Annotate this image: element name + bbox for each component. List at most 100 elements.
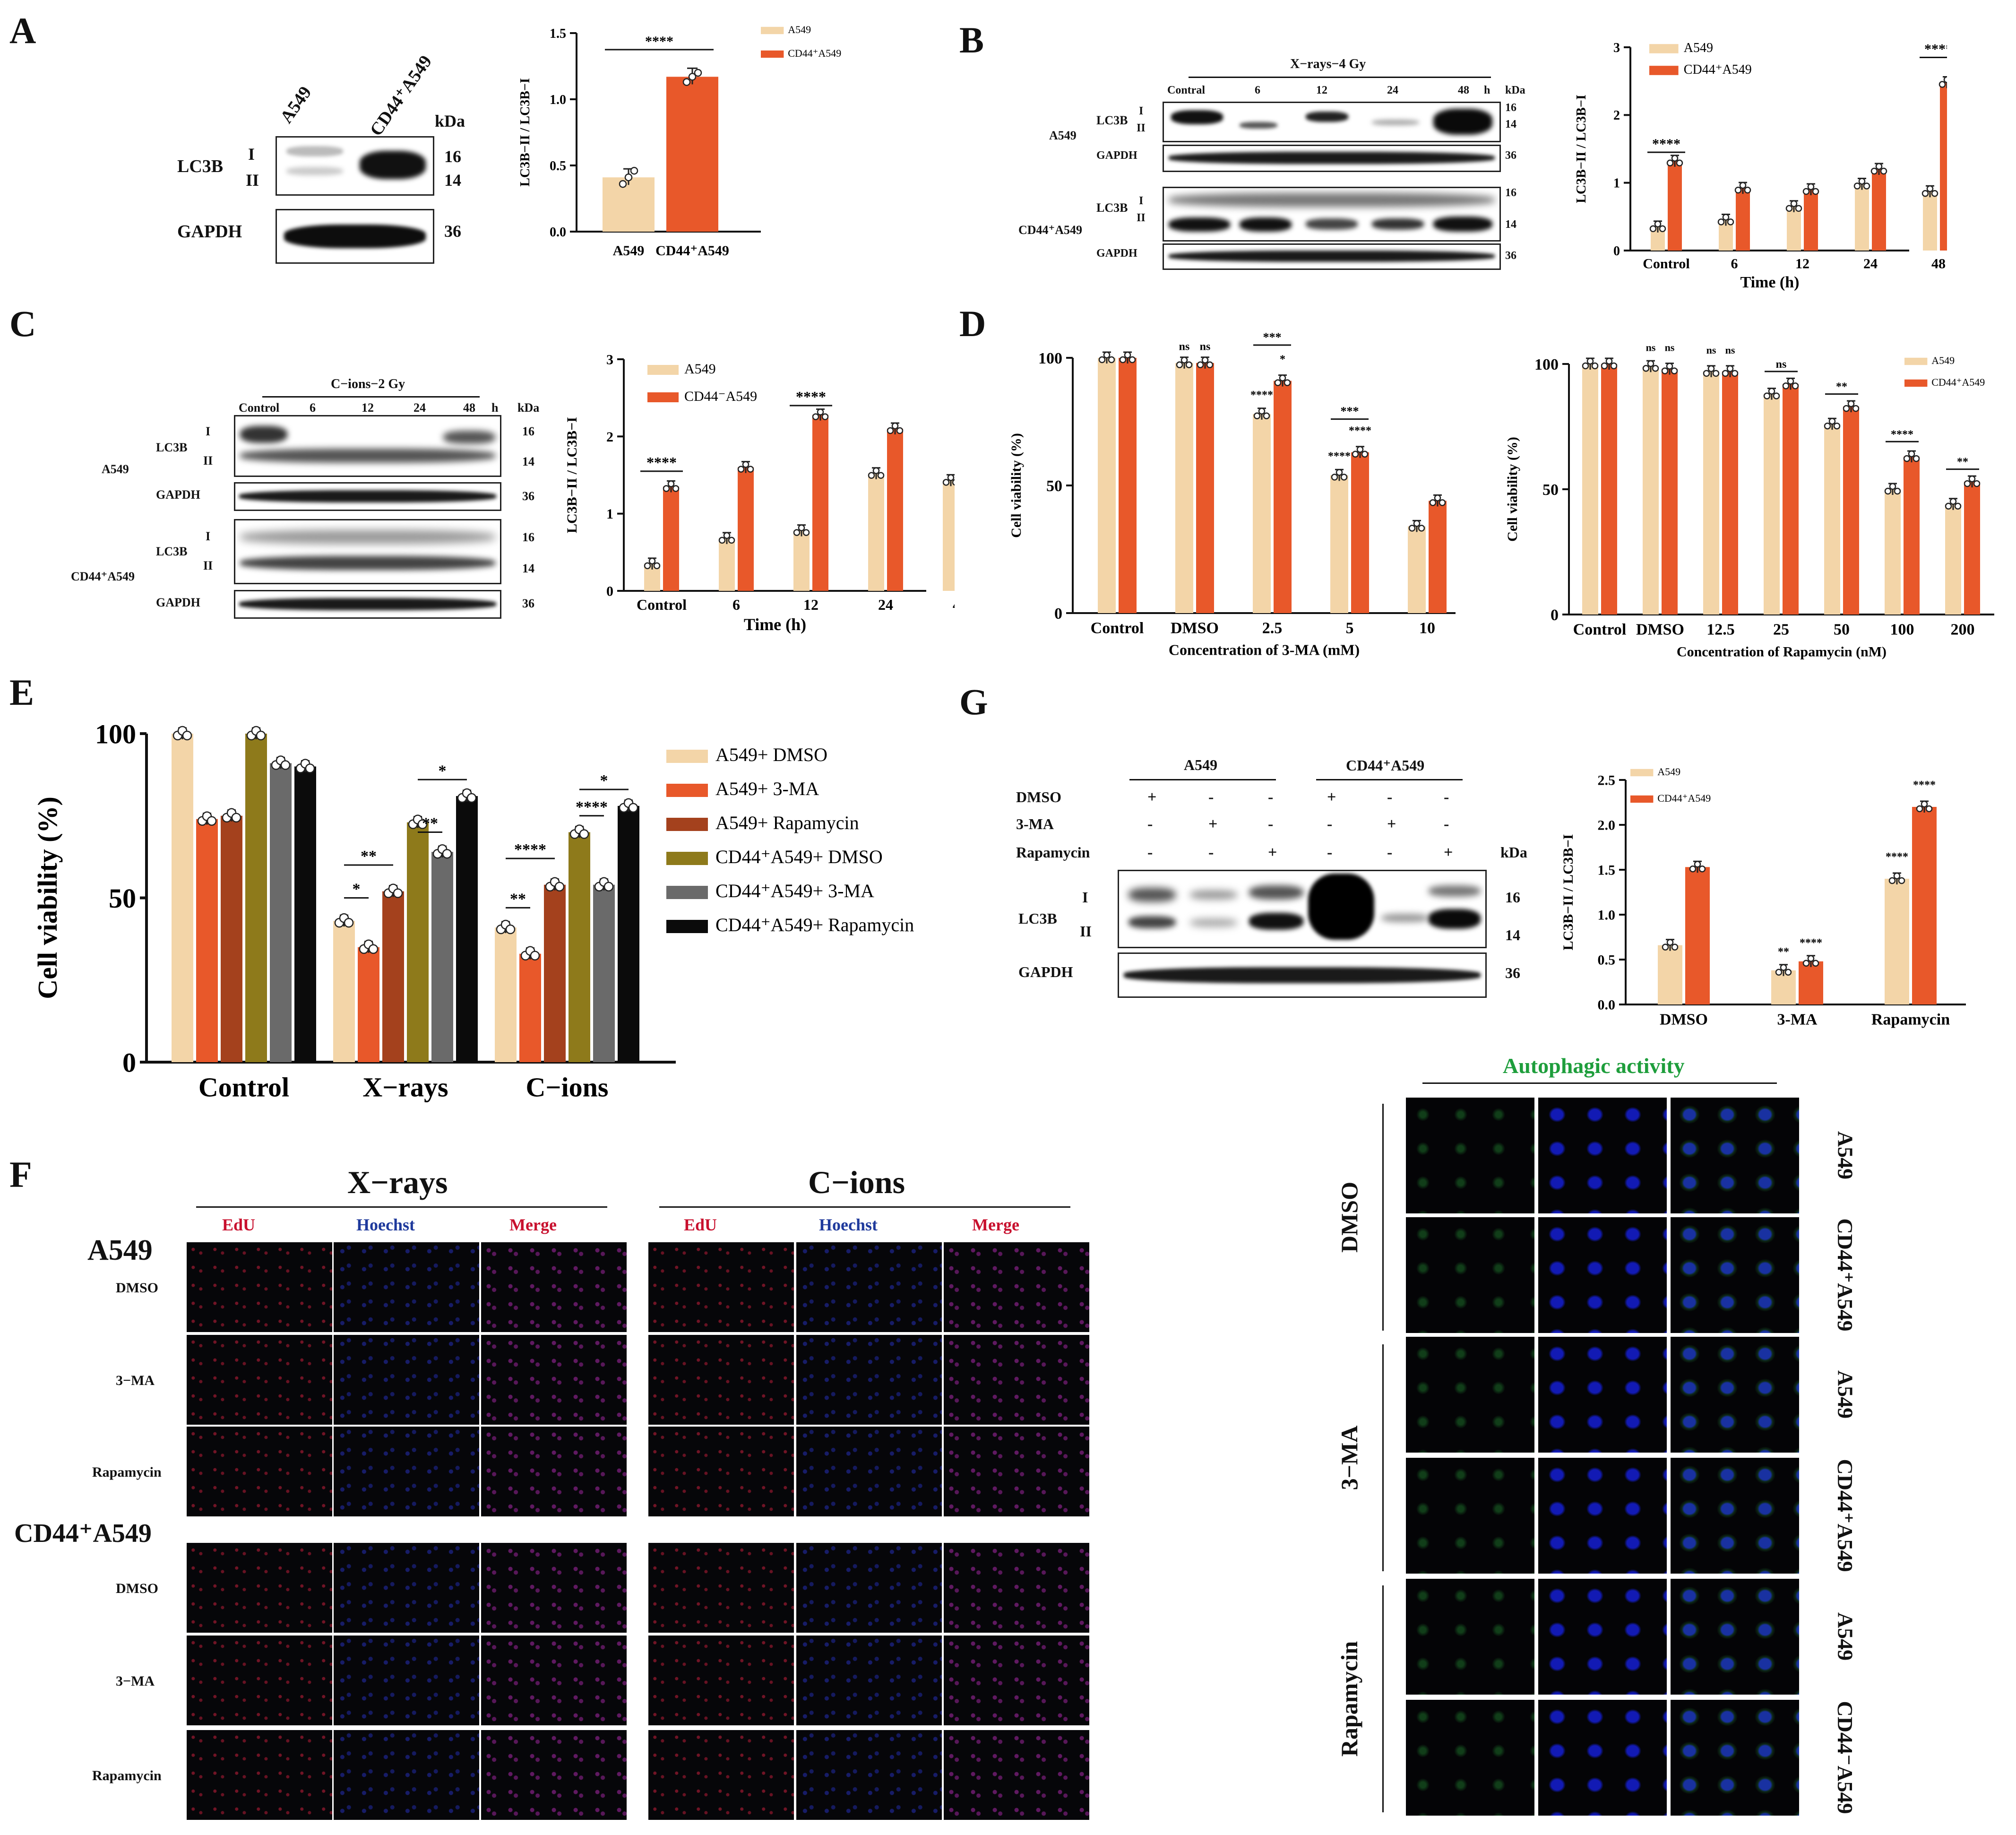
panel-letter-f: F bbox=[9, 1154, 32, 1195]
data-point bbox=[1185, 361, 1193, 369]
significance-label: ns bbox=[1646, 342, 1656, 354]
data-point bbox=[1739, 182, 1747, 189]
cell-line-label: CD44⁺A549 bbox=[1833, 1218, 1857, 1332]
significance-label: * bbox=[439, 762, 447, 779]
significance-label: **** bbox=[1652, 136, 1680, 152]
legend-label: CD44⁺A549 bbox=[788, 47, 841, 59]
kda-16: 16 bbox=[1505, 889, 1520, 906]
micrograph bbox=[944, 1730, 1089, 1820]
x-tick-label: DMSO bbox=[1636, 621, 1684, 639]
data-point bbox=[393, 888, 403, 898]
data-point bbox=[256, 730, 266, 741]
significance-label: ** bbox=[510, 890, 526, 908]
bar bbox=[294, 766, 316, 1062]
gapdh-label: GAPDH bbox=[177, 222, 242, 242]
treatment-mark: + bbox=[1147, 788, 1157, 806]
data-point bbox=[1671, 943, 1679, 951]
kda-36: 36 bbox=[444, 222, 461, 241]
micrograph bbox=[796, 1543, 942, 1633]
lane-label: 24 bbox=[414, 401, 426, 415]
confocal-image bbox=[1538, 1579, 1667, 1695]
data-point bbox=[1802, 960, 1810, 967]
bar bbox=[1771, 970, 1796, 1004]
legend-label: A549 bbox=[1931, 355, 1955, 366]
bar bbox=[593, 884, 615, 1062]
data-point bbox=[1180, 356, 1188, 364]
data-point bbox=[1201, 356, 1209, 364]
channel-label: EdU bbox=[683, 1215, 717, 1234]
significance-label: * bbox=[353, 881, 361, 898]
data-point bbox=[1649, 225, 1657, 233]
confocal-image bbox=[1406, 1458, 1534, 1574]
legend-swatch bbox=[647, 392, 679, 402]
y-axis-title: LC3B−II / LC3B−I bbox=[1560, 834, 1576, 951]
group-rule bbox=[1129, 779, 1276, 780]
panel-letter-e: E bbox=[9, 672, 34, 713]
gapdh-label: GAPDH bbox=[156, 488, 200, 502]
bar bbox=[793, 530, 810, 591]
legend-swatch bbox=[666, 920, 708, 933]
legend-swatch bbox=[666, 886, 708, 899]
data-point bbox=[1925, 805, 1933, 813]
roman-ii: II bbox=[1080, 923, 1092, 940]
gapdh-label: GAPDH bbox=[156, 596, 200, 609]
confocal-image bbox=[1406, 1098, 1534, 1213]
treatment-label: 3−MA bbox=[116, 1373, 155, 1388]
data-point bbox=[579, 829, 589, 839]
treatment-mark: - bbox=[1208, 844, 1214, 861]
significance-label: *** bbox=[1263, 330, 1282, 344]
micrograph bbox=[334, 1427, 479, 1516]
data-point bbox=[1722, 370, 1729, 377]
data-point bbox=[896, 427, 904, 434]
data-point bbox=[1807, 183, 1815, 190]
data-point bbox=[1206, 361, 1214, 369]
bar bbox=[1945, 504, 1961, 615]
data-point bbox=[1945, 502, 1952, 510]
data-point bbox=[466, 793, 477, 803]
protein-label: LC3B bbox=[1018, 910, 1057, 927]
significance-label: ns bbox=[1725, 344, 1735, 356]
data-point bbox=[554, 882, 565, 892]
micrograph bbox=[796, 1636, 942, 1725]
gapdh-label: GAPDH bbox=[1018, 963, 1073, 980]
x-tick-label: 24 bbox=[878, 596, 893, 613]
y-tick-label: 50 bbox=[109, 883, 136, 914]
channel-label: Hoechst bbox=[356, 1215, 415, 1234]
data-point bbox=[207, 816, 217, 826]
data-point bbox=[1938, 81, 1946, 88]
data-point bbox=[1903, 455, 1911, 462]
legend-swatch bbox=[666, 750, 708, 763]
data-point bbox=[1671, 155, 1679, 162]
bar bbox=[1685, 867, 1710, 1004]
treatment-label: Rapamycin bbox=[92, 1768, 162, 1783]
data-point bbox=[817, 408, 824, 415]
y-tick-label: 0 bbox=[1613, 244, 1620, 259]
data-point bbox=[1666, 159, 1674, 167]
data-point bbox=[1176, 361, 1183, 369]
data-point bbox=[1973, 480, 1981, 487]
y-tick-label: 0 bbox=[1551, 606, 1559, 624]
kda-36: 36 bbox=[1505, 250, 1516, 262]
chart-d-right: 0 50 100 Control DMSO 12.5 25 50 100 200 Cell viab… bbox=[1505, 342, 1994, 659]
gapdh-label: GAPDH bbox=[1096, 247, 1137, 260]
data-point bbox=[1908, 450, 1915, 458]
kda-36: 36 bbox=[522, 597, 534, 610]
bar bbox=[1787, 206, 1801, 251]
kda-label: kDa bbox=[517, 401, 540, 415]
data-point bbox=[877, 472, 885, 479]
significance-label: ns bbox=[1179, 340, 1190, 353]
bar bbox=[382, 891, 404, 1062]
data-point bbox=[1439, 499, 1446, 506]
bar bbox=[812, 415, 828, 591]
lane-label: 6 bbox=[1255, 84, 1260, 96]
treatment-mark: - bbox=[1387, 844, 1393, 861]
treatment-row-label: Rapamycin bbox=[1016, 844, 1090, 861]
data-point bbox=[1763, 392, 1771, 399]
data-point bbox=[1586, 357, 1594, 365]
data-point bbox=[1913, 455, 1920, 462]
bar bbox=[1119, 358, 1137, 613]
legend-label: CD44⁺A549 bbox=[1684, 62, 1752, 77]
autophagy-title: Autophagic activity bbox=[1503, 1054, 1685, 1078]
kda-14: 14 bbox=[522, 562, 534, 575]
y-tick-label: 50 bbox=[1542, 481, 1559, 499]
